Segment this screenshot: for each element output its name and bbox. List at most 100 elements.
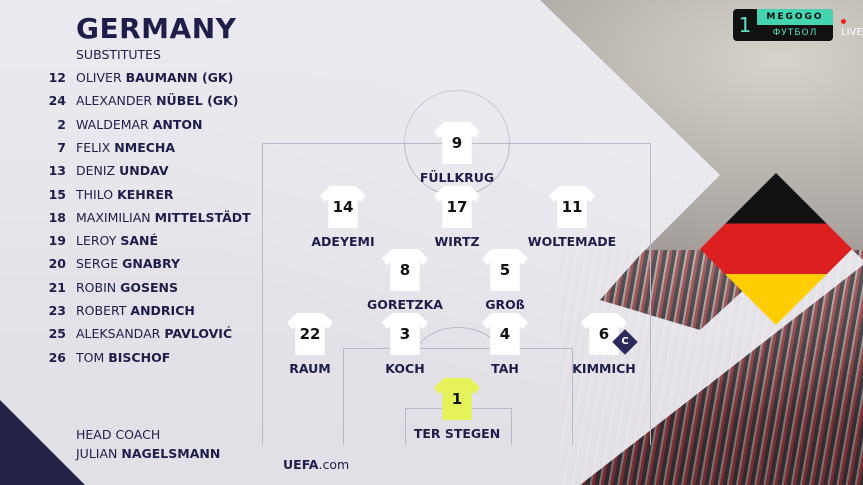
player-name: ROBERT ANDRICH [76, 303, 195, 318]
first-name: LEROY [76, 233, 117, 249]
coach-last: NAGELSMANN [121, 446, 221, 461]
player-number: 2 [57, 116, 66, 132]
live-indicator: LIVE [841, 16, 863, 38]
player-marker[interactable]: 11 WOLTEMADE [517, 186, 627, 249]
player-name: SERGE GNABRY [76, 256, 180, 271]
player-name: KOCH [385, 361, 425, 376]
player-name: ADEYEMI [311, 234, 375, 249]
last-name: PAVLOVIĆ [164, 326, 233, 342]
last-name: KEHRER [117, 186, 174, 202]
shirt-icon: 17 [434, 186, 480, 228]
player-name: OLIVER BAUMANN (GK) [76, 70, 233, 85]
last-name: NÜBEL (GK) [156, 93, 239, 109]
player-marker[interactable]: 17 WIRTZ [402, 186, 512, 249]
player-name: WALDEMAR ANTON [76, 117, 202, 132]
player-number: 19 [48, 233, 66, 249]
player-number: 26 [48, 349, 66, 365]
channel-number: 1 [738, 13, 752, 37]
player-number: 12 [48, 70, 66, 85]
first-name: ALEXANDER [76, 93, 153, 109]
coach-first: JULIAN [76, 446, 118, 461]
shirt-icon: 3 [382, 313, 428, 355]
player-name: KIMMICH [572, 361, 636, 376]
shirt-icon: 14 [320, 186, 366, 228]
player-marker[interactable]: 5 GROß [450, 249, 560, 312]
player-name: GORETZKA [366, 297, 443, 312]
first-name: MAXIMILIAN [76, 209, 151, 225]
shirt-icon: 8 [382, 249, 428, 291]
player-marker[interactable]: 22 RAUM [255, 313, 365, 376]
channel-name: ФУТБОЛ [772, 28, 818, 38]
first-name: ROBIN [76, 279, 117, 295]
player-name: FELIX NMECHA [76, 140, 175, 155]
last-name: UNDAV [119, 163, 169, 179]
player-marker[interactable]: 1 TER STEGEN [402, 378, 512, 441]
first-name: DENIZ [76, 163, 116, 179]
shirt-icon: 5 [482, 249, 528, 291]
last-name: GOSENS [120, 279, 179, 295]
last-name: MITTELSTÄDT [154, 209, 251, 225]
player-name: TER STEGEN [413, 426, 501, 441]
uefa-logo[interactable]: UEFA.com [283, 457, 349, 472]
player-name: RAUM [289, 361, 331, 376]
penalty-box [343, 348, 573, 445]
shirt-icon: 1 [434, 378, 480, 420]
first-name: TOM [76, 349, 105, 365]
uefa-rest: .com [318, 457, 350, 472]
player-number: 23 [48, 303, 66, 318]
team-title: GERMANY [76, 12, 237, 45]
player-number: 24 [48, 93, 66, 109]
player-marker[interactable]: 4 TAH [450, 313, 560, 376]
first-name: ALEKSANDAR [76, 326, 161, 342]
player-name: DENIZ UNDAV [76, 163, 169, 178]
player-number: 25 [48, 326, 66, 342]
player-number: 15 [48, 186, 66, 202]
last-name: BISCHOF [108, 349, 171, 365]
player-number: 21 [48, 279, 66, 295]
shirt-icon: 11 [549, 186, 595, 228]
player-name: TAH [491, 361, 519, 376]
live-label: LIVE [841, 27, 863, 38]
coach-label: HEAD COACH [76, 427, 161, 442]
player-number: 20 [48, 256, 66, 272]
player-marker[interactable]: 14 ADEYEMI [288, 186, 398, 249]
player-name: GROß [485, 297, 525, 312]
first-name: THILO [76, 186, 114, 202]
player-name: TOM BISCHOF [76, 350, 170, 365]
player-name: ALEKSANDAR PAVLOVIĆ [76, 326, 232, 341]
player-marker[interactable]: 6 KIMMICH [549, 313, 659, 376]
player-name: FÜLLKRUG [419, 170, 495, 185]
first-name: SERGE [76, 256, 119, 272]
player-name: WOLTEMADE [527, 234, 617, 249]
player-marker[interactable]: 9 FÜLLKRUG [402, 122, 512, 185]
player-marker[interactable]: 8 GORETZKA [350, 249, 460, 312]
player-name: ROBIN GOSENS [76, 280, 178, 295]
player-name: LEROY SANÉ [76, 233, 158, 248]
player-name: THILO KEHRER [76, 187, 174, 202]
coach-name: JULIAN NAGELSMANN [76, 446, 220, 461]
first-name: WALDEMAR [76, 116, 149, 132]
first-name: ROBERT [76, 303, 127, 318]
player-name: ALEXANDER NÜBEL (GK) [76, 93, 238, 108]
shirt-icon: 4 [482, 313, 528, 355]
megogo-logo: 1 MEGOGO ФУТБОЛ [733, 9, 833, 41]
live-dot-icon [841, 19, 846, 24]
last-name: GNABRY [122, 256, 181, 272]
player-marker[interactable]: 3 KOCH [350, 313, 460, 376]
last-name: BAUMANN (GK) [125, 70, 234, 85]
last-name: NMECHA [114, 139, 176, 155]
captain-letter: C [621, 336, 629, 347]
substitutes-heading: SUBSTITUTES [76, 47, 161, 62]
first-name: OLIVER [76, 70, 122, 85]
brand-name: MEGOGO [757, 9, 833, 25]
uefa-bold: UEFA [283, 457, 319, 472]
first-name: FELIX [76, 139, 111, 155]
shirt-icon: 22 [287, 313, 333, 355]
player-name: MAXIMILIAN MITTELSTÄDT [76, 210, 251, 225]
last-name: ANDRICH [130, 303, 195, 318]
player-number: 7 [57, 139, 66, 155]
player-number: 18 [48, 209, 66, 225]
last-name: ANTON [152, 116, 203, 132]
player-number: 13 [48, 163, 66, 179]
shirt-icon: 9 [434, 122, 480, 164]
